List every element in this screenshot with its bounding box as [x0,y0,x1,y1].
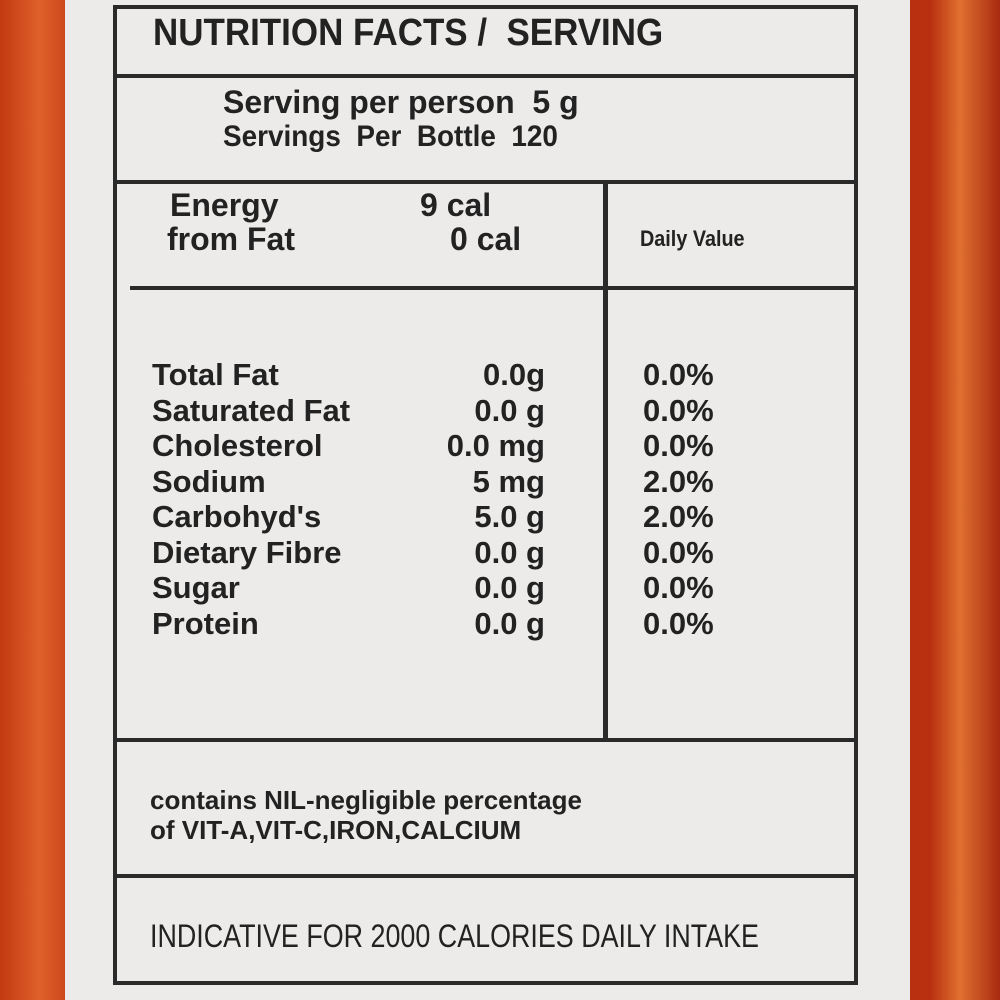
nutrient-amount: 5.0 g [474,499,545,534]
nutrient-amount: 0.0 g [474,605,545,641]
note-line: of VIT-A,VIT-C,IRON,CALCIUM [150,815,522,845]
nutrient-name: Cholesterol [152,428,323,463]
divider [113,74,858,78]
daily-value-heading: Daily Value [640,226,745,251]
nutrient-daily-value: 2.0% [643,499,714,534]
nutrient-name: Carbohyd's [152,499,322,534]
nutrient-name: Saturated Fat [152,392,351,428]
nutrient-amount: 0.0 g [474,534,545,570]
energy-value: 9 cal [420,187,492,223]
nutrient-daily-value: 0.0% [643,605,714,641]
serving-per-person: Serving per person 5 g [223,84,579,120]
nutrient-amount: 0.0 mg [446,428,545,463]
nutrient-daily-value: 0.0% [643,534,714,570]
nutrient-name: Protein [152,605,259,641]
nutrient-daily-value: 0.0% [643,428,714,463]
nutrient-daily-value: 2.0% [643,463,714,499]
energy-label: Energy [170,187,279,223]
nutrient-amount: 5 mg [472,463,545,499]
nutrient-amount: 0.0g [482,357,545,392]
divider [113,874,858,878]
nutrient-daily-value: 0.0% [643,357,714,392]
label: NUTRITION FACTS / SERVING Serving per pe… [65,0,910,1000]
nutrient-daily-value: 0.0% [643,392,714,428]
divider [603,184,608,739]
nutrient-amount: 0.0 g [474,392,545,428]
nutrient-daily-value: 0.0% [643,570,714,605]
nutrient-name: Sugar [152,570,240,605]
footer-text: INDICATIVE FOR 2000 CALORIES DAILY INTAK… [150,918,759,954]
note-line: contains NIL-negligible percentage [150,785,582,815]
nutrient-name: Total Fat [152,357,279,392]
divider [130,286,858,290]
divider [113,738,858,742]
nutrient-amount: 0.0 g [474,570,545,605]
title: NUTRITION FACTS / SERVING [153,12,664,54]
energy-value: 0 cal [450,221,522,257]
energy-label: from Fat [167,221,295,257]
servings-per-bottle: Servings Per Bottle 120 [223,120,558,153]
divider [113,180,858,184]
nutrient-name: Sodium [152,463,266,499]
table-border [113,5,858,985]
nutrient-name: Dietary Fibre [152,534,342,570]
